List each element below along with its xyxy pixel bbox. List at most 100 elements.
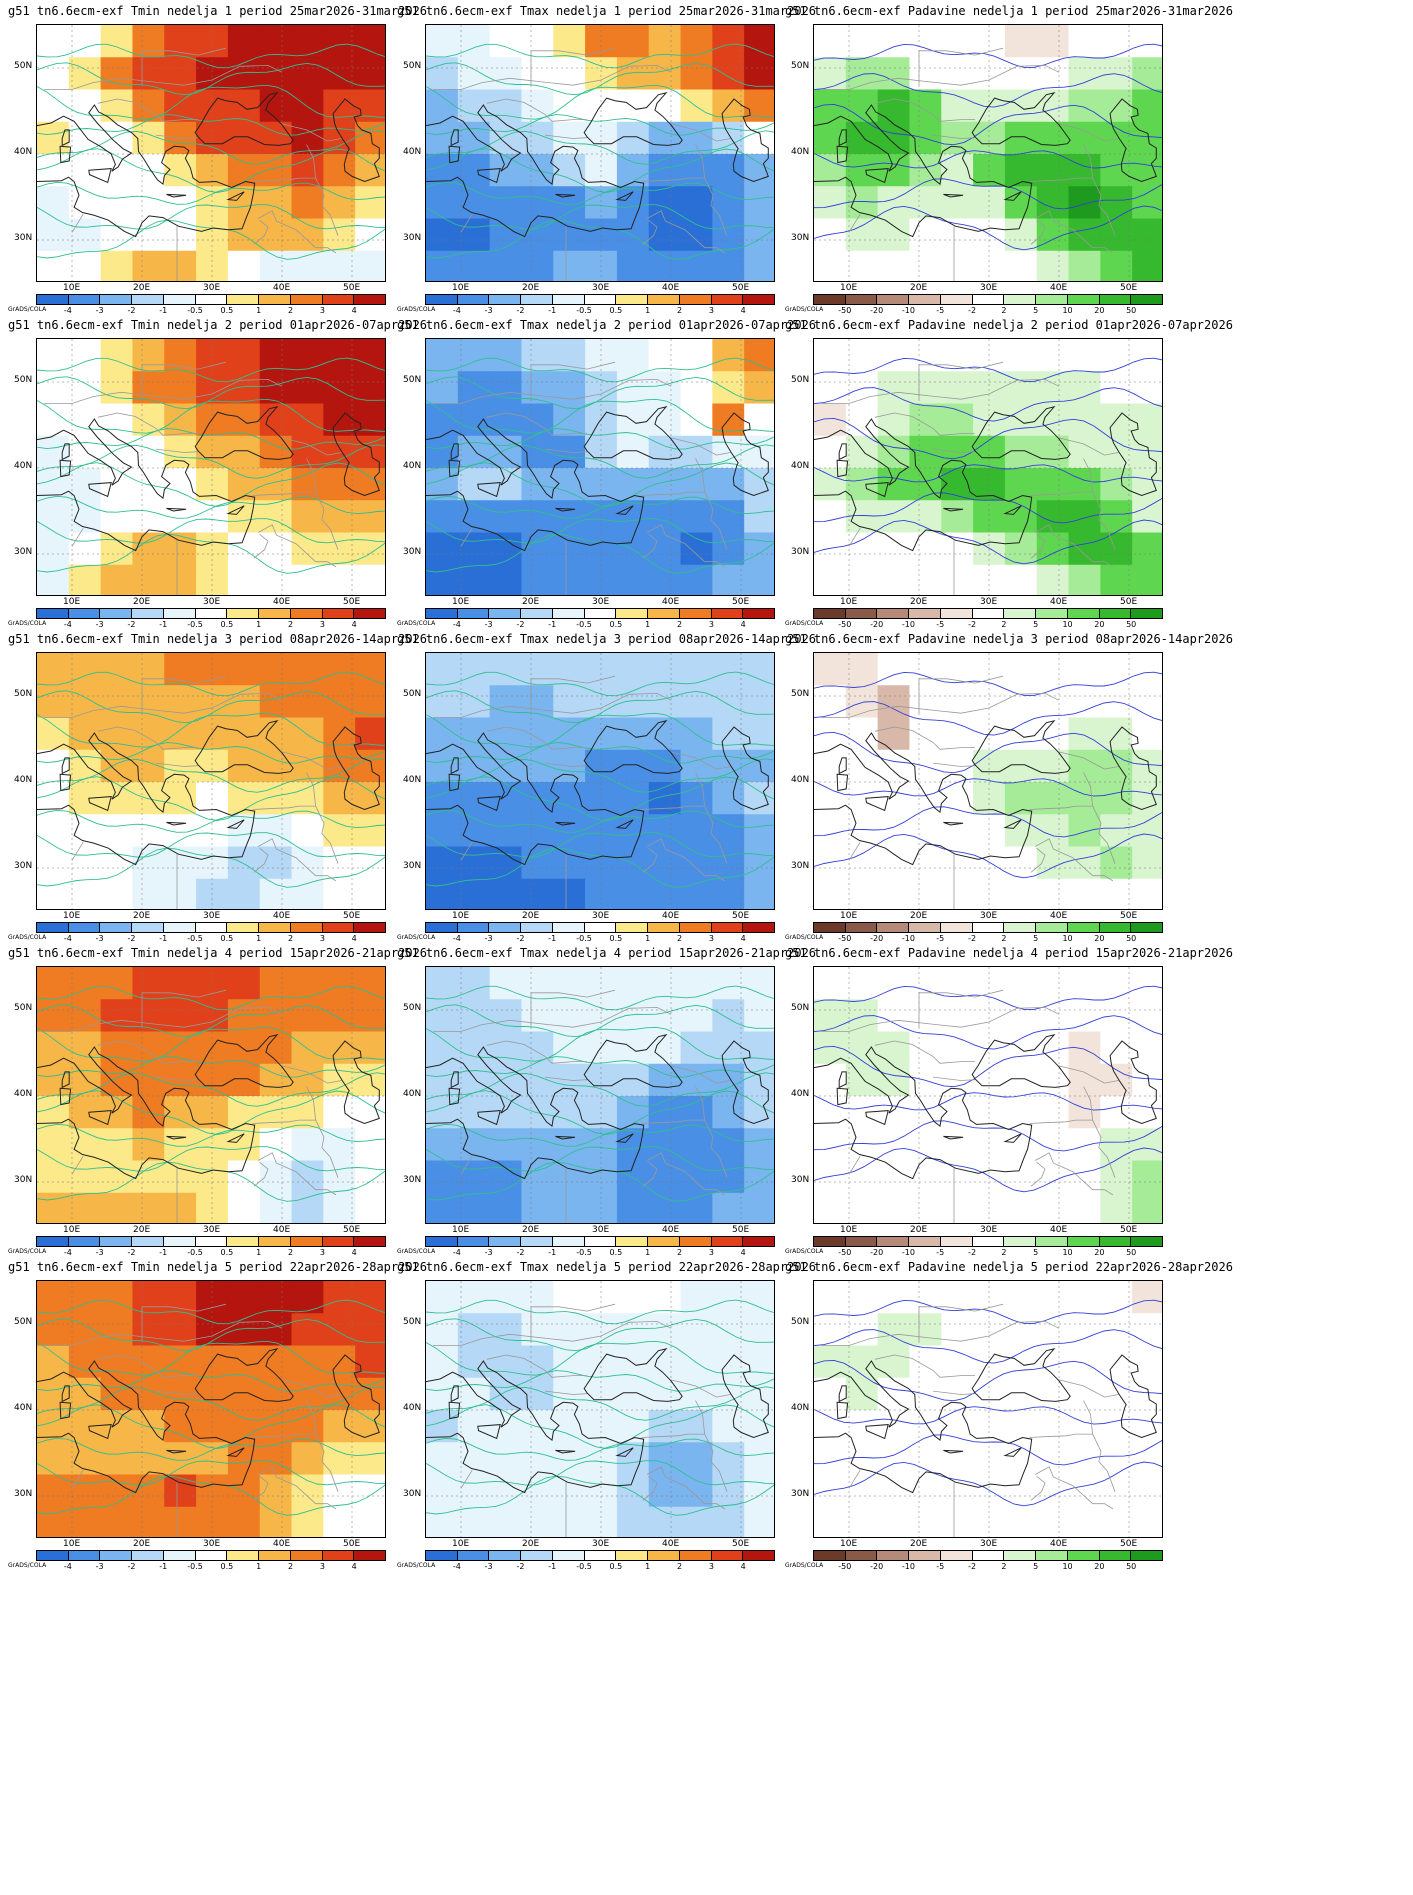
anomaly-cell [845, 468, 879, 501]
anomaly-cell [132, 89, 165, 123]
colorbar-swatch [132, 923, 164, 932]
anomaly-cell [814, 435, 847, 469]
anomaly-cell [227, 435, 261, 469]
anomaly-cell [909, 371, 942, 405]
colorbar-swatch [1004, 923, 1037, 932]
latitude-label: 40N [403, 147, 422, 157]
longitude-label: 20E [133, 597, 151, 607]
anomaly-cell [1132, 1345, 1162, 1379]
anomaly-cell [648, 999, 682, 1033]
anomaly-cell [521, 653, 554, 686]
anomaly-cell [521, 1506, 554, 1537]
anomaly-cell [814, 1474, 847, 1508]
anomaly-cell [1068, 1377, 1101, 1411]
anomaly-cell [323, 814, 356, 848]
anomaly-cell [648, 653, 682, 686]
anomaly-cell [1132, 1313, 1162, 1347]
anomaly-cell [1004, 878, 1038, 909]
longitude-label: 50E [1120, 1225, 1138, 1235]
anomaly-cell [909, 1160, 942, 1194]
latitude-label: 50N [14, 689, 33, 699]
anomaly-cell [355, 468, 385, 501]
anomaly-cell [323, 782, 356, 815]
anomaly-cell [291, 371, 324, 405]
anomaly-cell [355, 218, 385, 252]
colorbar-tick-label: 5 [1033, 1562, 1039, 1571]
colorbar-swatch [1036, 923, 1068, 932]
anomaly-cell [845, 25, 879, 58]
colorbar-tick-label: 3 [708, 620, 714, 629]
colorbar-swatch [290, 295, 323, 304]
anomaly-cell [1132, 846, 1162, 880]
forecast-panel: g51 tn6.6ecm-exf Padavine nedelja 3 peri… [785, 632, 1233, 944]
anomaly-cell [1068, 878, 1101, 909]
anomaly-cell [323, 1474, 356, 1508]
anomaly-map-svg [814, 653, 1162, 909]
colorbar-tick-label: -0.5 [187, 620, 203, 629]
anomaly-cell [648, 1128, 682, 1162]
anomaly-cell [196, 1063, 229, 1097]
anomaly-map-svg [426, 25, 774, 281]
anomaly-cell [585, 564, 618, 595]
coastlines [426, 92, 769, 238]
anomaly-cell [68, 1345, 102, 1379]
contour-line [37, 1123, 385, 1147]
anomaly-cell [68, 846, 102, 880]
anomaly-cell [814, 371, 847, 405]
latitude-label: 30N [14, 1175, 33, 1185]
colorbar-swatch [37, 923, 69, 932]
latitude-label: 30N [14, 547, 33, 557]
anomaly-cell [1100, 814, 1133, 848]
anomaly-cell [291, 685, 324, 719]
anomaly-field [814, 25, 1162, 281]
anomaly-cell [37, 814, 70, 848]
anomaly-cell [744, 846, 774, 880]
longitude-label: 40E [662, 597, 680, 607]
anomaly-cell [814, 500, 847, 534]
colorbar-tick-label: -0.5 [187, 1248, 203, 1257]
colorbar-tick-label: -2 [516, 934, 525, 943]
colorbar-tick-label: -4 [452, 620, 461, 629]
anomaly-cell [227, 89, 261, 123]
colorbar-swatch [1131, 609, 1163, 618]
anomaly-cell [941, 717, 974, 751]
anomaly-cell [426, 717, 459, 751]
anomaly-cell [521, 878, 554, 909]
anomaly-cell [37, 500, 70, 534]
anomaly-cell [132, 1192, 165, 1223]
anomaly-cell [616, 653, 650, 686]
colorbar-tick-label: -4 [63, 1562, 72, 1571]
anomaly-field [37, 25, 385, 281]
colorbar-tick-label: -3 [95, 306, 104, 315]
anomaly-cell [37, 57, 70, 91]
anomaly-cell [68, 532, 102, 566]
anomaly-cell [291, 1063, 324, 1097]
anomaly-cell [521, 1474, 554, 1508]
anomaly-cell [1036, 999, 1070, 1033]
anomaly-cell [1068, 339, 1101, 372]
anomaly-cell [1132, 1506, 1162, 1537]
anomaly-cell [616, 89, 650, 123]
anomaly-cell [259, 1313, 293, 1347]
colorbar-tick-label: 2 [1001, 620, 1007, 629]
anomaly-cell [744, 1442, 774, 1476]
anomaly-cell [164, 846, 197, 880]
anomaly-cell [1068, 371, 1101, 405]
anomaly-cell [1132, 685, 1162, 719]
anomaly-cell [680, 371, 713, 405]
panel-title: g51 tn6.6ecm-exf Tmax nedelja 2 period 0… [397, 318, 817, 332]
anomaly-cell [1068, 1410, 1101, 1443]
colorbar-swatch [68, 1551, 101, 1560]
anomaly-cell [616, 1345, 650, 1379]
anomaly-cell [227, 1377, 261, 1411]
colorbar-swatch [195, 609, 228, 618]
colorbar-swatch [227, 1551, 260, 1560]
anomaly-cell [845, 532, 879, 566]
anomaly-cell [585, 1063, 618, 1097]
colorbar-swatch [521, 295, 553, 304]
anomaly-cell [489, 814, 523, 848]
colorbar-swatch [426, 923, 458, 932]
anomaly-cell [845, 403, 879, 437]
anomaly-cell [132, 814, 165, 848]
anomaly-cell [196, 1377, 229, 1411]
